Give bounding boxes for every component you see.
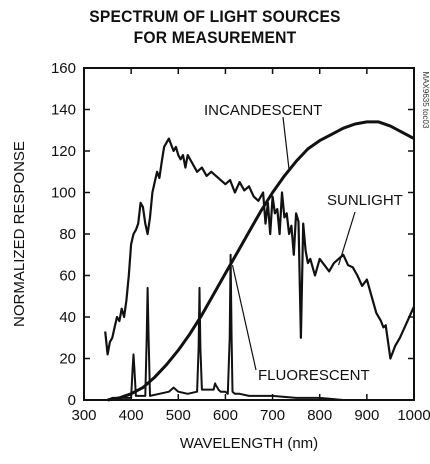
sunlight-leader-line: [337, 211, 356, 266]
y-tick-label: 160: [51, 60, 76, 77]
x-tick-label: 400: [119, 407, 144, 424]
x-tick-label: 300: [71, 407, 96, 424]
x-tick-label: 600: [213, 407, 238, 424]
x-tick-label: 900: [354, 407, 379, 424]
figure-id: MAX9635 toc03: [421, 72, 430, 129]
chart-title-line-2: FOR MEASUREMENT: [133, 28, 297, 47]
y-tick-label: 140: [51, 102, 76, 119]
x-tick-label: 800: [307, 407, 332, 424]
y-tick-label: 60: [59, 268, 76, 285]
incandescent-label: INCANDESCENT: [204, 102, 322, 119]
fluorescent-label: FLUORESCENT: [258, 367, 370, 384]
annotation-layer: INCANDESCENT SUNLIGHT FLUORESCENT: [204, 102, 403, 384]
incandescent-series-line: [107, 120, 415, 402]
fluorescent-leader-line: [231, 264, 257, 371]
sunlight-label: SUNLIGHT: [327, 192, 403, 209]
series-layer: [104, 120, 416, 402]
sunlight-series-line: [104, 137, 416, 360]
x-tick-label: 500: [166, 407, 191, 424]
y-tick-label: 40: [59, 309, 76, 326]
y-tick-label: 0: [68, 392, 76, 409]
incandescent-leader-line: [282, 116, 290, 170]
x-tick-label: 1000: [397, 407, 430, 424]
x-tick-label: 700: [260, 407, 285, 424]
fluorescent-series-line: [105, 253, 414, 401]
y-tick-label: 100: [51, 185, 76, 202]
y-tick-label: 120: [51, 143, 76, 160]
y-tick-label: 80: [59, 226, 76, 243]
chart-title-line-1: SPECTRUM OF LIGHT SOURCES: [89, 7, 341, 26]
y-tick-label: 20: [59, 351, 76, 368]
x-axis-title: WAVELENGTH (nm): [180, 435, 318, 452]
chart-title: SPECTRUM OF LIGHT SOURCES FOR MEASUREMEN…: [0, 6, 430, 48]
y-axis-title: NORMALIZED RESPONSE: [11, 141, 28, 327]
axis-ticks: 300 400 500 600 700 800 900 1000 0 20 40 60 80 100 120…: [51, 60, 430, 424]
